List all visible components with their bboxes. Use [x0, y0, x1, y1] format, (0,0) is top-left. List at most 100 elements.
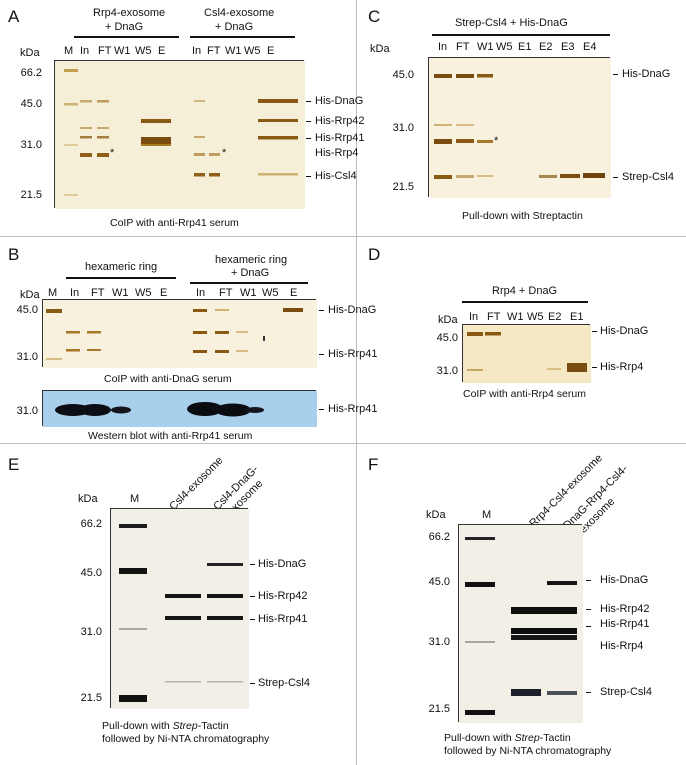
panel-a-group2-bar [190, 36, 295, 38]
panel-a-group1b: + DnaG [105, 21, 144, 33]
panel-b-marker: 45.0 [16, 304, 38, 316]
panel-b-group1: hexameric ring [85, 261, 158, 273]
panel-d-band: His-Rrp4 [600, 361, 644, 373]
panel-a-group1: Rrp4-exosome [93, 7, 166, 19]
panel-f-caption-post: -Tactin [539, 732, 571, 744]
panel-e-band: His-DnaG [258, 558, 307, 570]
panel-b-wb-dash [319, 409, 324, 410]
panel-e-band: His-Rrp42 [258, 590, 308, 602]
panel-f-marker: 66.2 [428, 531, 450, 543]
panel-b-lane: FT [219, 287, 233, 299]
panel-d-lane: W5 [527, 311, 544, 323]
panel-c-lane: W5 [496, 41, 513, 53]
panel-c-dash [613, 177, 618, 178]
panel-a-lane: E [158, 45, 166, 57]
panel-d-lane: W1 [507, 311, 524, 323]
panel-d-gel [462, 324, 591, 383]
panel-b-lane: W1 [112, 287, 129, 299]
panel-e-caption-em: Strep [172, 720, 198, 732]
panel-a-marker: 21.5 [20, 189, 42, 201]
panel-a-lane: FT [98, 45, 112, 57]
panel-b-group1-bar [66, 277, 176, 279]
panel-c-band: Strep-Csl4 [622, 171, 674, 183]
panel-f-marker: 31.0 [428, 636, 450, 648]
panel-d-dash [592, 367, 597, 368]
panel-c-lane: FT [456, 41, 470, 53]
panel-e-dash [250, 619, 255, 620]
panel-f-band: His-Rrp42 [600, 603, 650, 615]
panel-b-group2b: + DnaG [231, 267, 270, 279]
panel-d-caption: CoIP with anti-Rrp4 serum [463, 388, 586, 400]
panel-f-band: Strep-Csl4 [600, 686, 652, 698]
panel-d-marker: 45.0 [436, 332, 458, 344]
panel-e-marker: 31.0 [80, 626, 102, 638]
panel-b-kda: kDa [20, 289, 40, 301]
panel-a-lane: W5 [135, 45, 152, 57]
divider-row1 [0, 236, 686, 237]
panel-f-kda: kDa [426, 509, 446, 521]
panel-f-caption-line2: followed by Ni-NTA chromatography [444, 745, 612, 757]
panel-c-letter: C [368, 7, 381, 26]
panel-a-star: * [110, 147, 115, 159]
panel-a-marker: 45.0 [20, 98, 42, 110]
panel-a-star: * [222, 147, 227, 159]
panel-b-lane: In [70, 287, 80, 299]
panel-f-dash [586, 580, 591, 581]
panel-e-band: Strep-Csl4 [258, 677, 310, 689]
panel-d-group: Rrp4 + DnaG [492, 285, 558, 297]
panel-b-lane: W5 [262, 287, 279, 299]
panel-c-kda: kDa [370, 43, 390, 55]
panel-d-lane: In [469, 311, 479, 323]
panel-c-group-bar [432, 34, 610, 36]
panel-c-marker: 31.0 [392, 122, 414, 134]
panel-d-dash [592, 331, 597, 332]
panel-f-dash [586, 626, 591, 627]
panel-e-letter: E [8, 455, 20, 474]
panel-a-band: His-Rrp4 [315, 147, 359, 159]
panel-b-group2: hexameric ring [215, 254, 288, 266]
panel-a-group2b: + DnaG [215, 21, 254, 33]
panel-e-dash [250, 683, 255, 684]
panel-f-dash [586, 692, 591, 693]
panel-a-lane: In [80, 45, 90, 57]
panel-c-dash [613, 74, 618, 75]
panel-f-dash [586, 609, 591, 610]
panel-b-letter: B [8, 245, 20, 264]
panel-f-gel [458, 524, 583, 723]
panel-c-group: Strep-Csl4 + His-DnaG [455, 17, 568, 29]
panel-b-marker: 31.0 [16, 351, 38, 363]
panel-a-caption: CoIP with anti-Rrp41 serum [110, 217, 239, 229]
panel-b-dash [319, 310, 324, 311]
panel-a-dash [306, 121, 311, 122]
panel-e-caption-post: -Tactin [197, 720, 229, 732]
panel-f-letter: F [368, 455, 379, 474]
panel-d-band: His-DnaG [600, 325, 649, 337]
panel-f-marker: 21.5 [428, 703, 450, 715]
panel-e-caption-line2: followed by Ni-NTA chromatography [102, 733, 270, 745]
panel-b-wb-caption: Western blot with anti-Rrp41 serum [88, 430, 253, 442]
panel-f-band: His-DnaG [600, 574, 649, 586]
panel-d-lane: E1 [570, 311, 584, 323]
panel-a-dash [306, 138, 311, 139]
panel-b-lane: E [160, 287, 168, 299]
panel-e-lane-m: M [130, 493, 140, 505]
panel-c-star: * [494, 135, 499, 147]
panel-e-marker: 66.2 [80, 518, 102, 530]
panel-a-dash [306, 101, 311, 102]
panel-a-lane: W5 [244, 45, 261, 57]
panel-a-lane: FT [207, 45, 221, 57]
panel-b-lane: In [196, 287, 206, 299]
panel-a-lane: W1 [114, 45, 131, 57]
panel-a-group2: Csl4-exosome [204, 7, 275, 19]
panel-a-group1-bar [74, 36, 179, 38]
panel-a-lane: M [64, 45, 74, 57]
panel-b-band: His-DnaG [328, 304, 377, 316]
panel-c-lane: In [438, 41, 448, 53]
panel-c-marker: 45.0 [392, 69, 414, 81]
panel-b-caption: CoIP with anti-DnaG serum [104, 373, 232, 385]
panel-c-lane: E4 [583, 41, 597, 53]
panel-a-marker: 66.2 [20, 67, 42, 79]
panel-d-lane: FT [487, 311, 501, 323]
panel-c-marker: 21.5 [392, 181, 414, 193]
panel-b-wb-band: His-Rrp41 [328, 403, 378, 415]
